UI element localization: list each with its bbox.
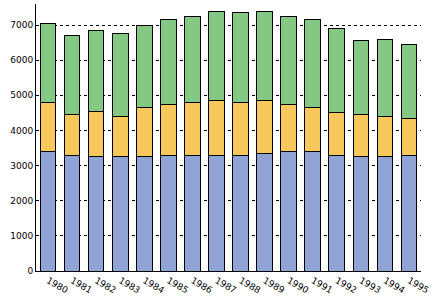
svg-text:3000: 3000: [10, 161, 33, 171]
svg-text:1980: 1980: [45, 275, 70, 295]
svg-text:1992: 1992: [334, 275, 359, 295]
svg-text:1988: 1988: [237, 275, 262, 295]
svg-text:1987: 1987: [213, 275, 238, 295]
svg-text:1982: 1982: [93, 275, 118, 295]
svg-text:1984: 1984: [141, 275, 166, 295]
svg-text:1986: 1986: [189, 275, 214, 295]
svg-text:1993: 1993: [358, 275, 383, 295]
svg-text:1985: 1985: [165, 275, 190, 295]
svg-text:1990: 1990: [285, 275, 310, 295]
svg-text:2000: 2000: [10, 196, 33, 206]
svg-text:1981: 1981: [69, 275, 94, 295]
svg-text:1000: 1000: [10, 231, 33, 241]
svg-text:1994: 1994: [382, 275, 407, 295]
svg-text:0: 0: [27, 266, 33, 276]
svg-text:1991: 1991: [309, 275, 334, 295]
svg-text:1989: 1989: [261, 275, 286, 295]
svg-text:4000: 4000: [10, 126, 33, 136]
svg-text:7000: 7000: [10, 20, 33, 30]
svg-text:6000: 6000: [10, 55, 33, 65]
svg-text:1995: 1995: [406, 275, 431, 295]
svg-text:1983: 1983: [117, 275, 142, 295]
svg-text:5000: 5000: [10, 90, 33, 100]
